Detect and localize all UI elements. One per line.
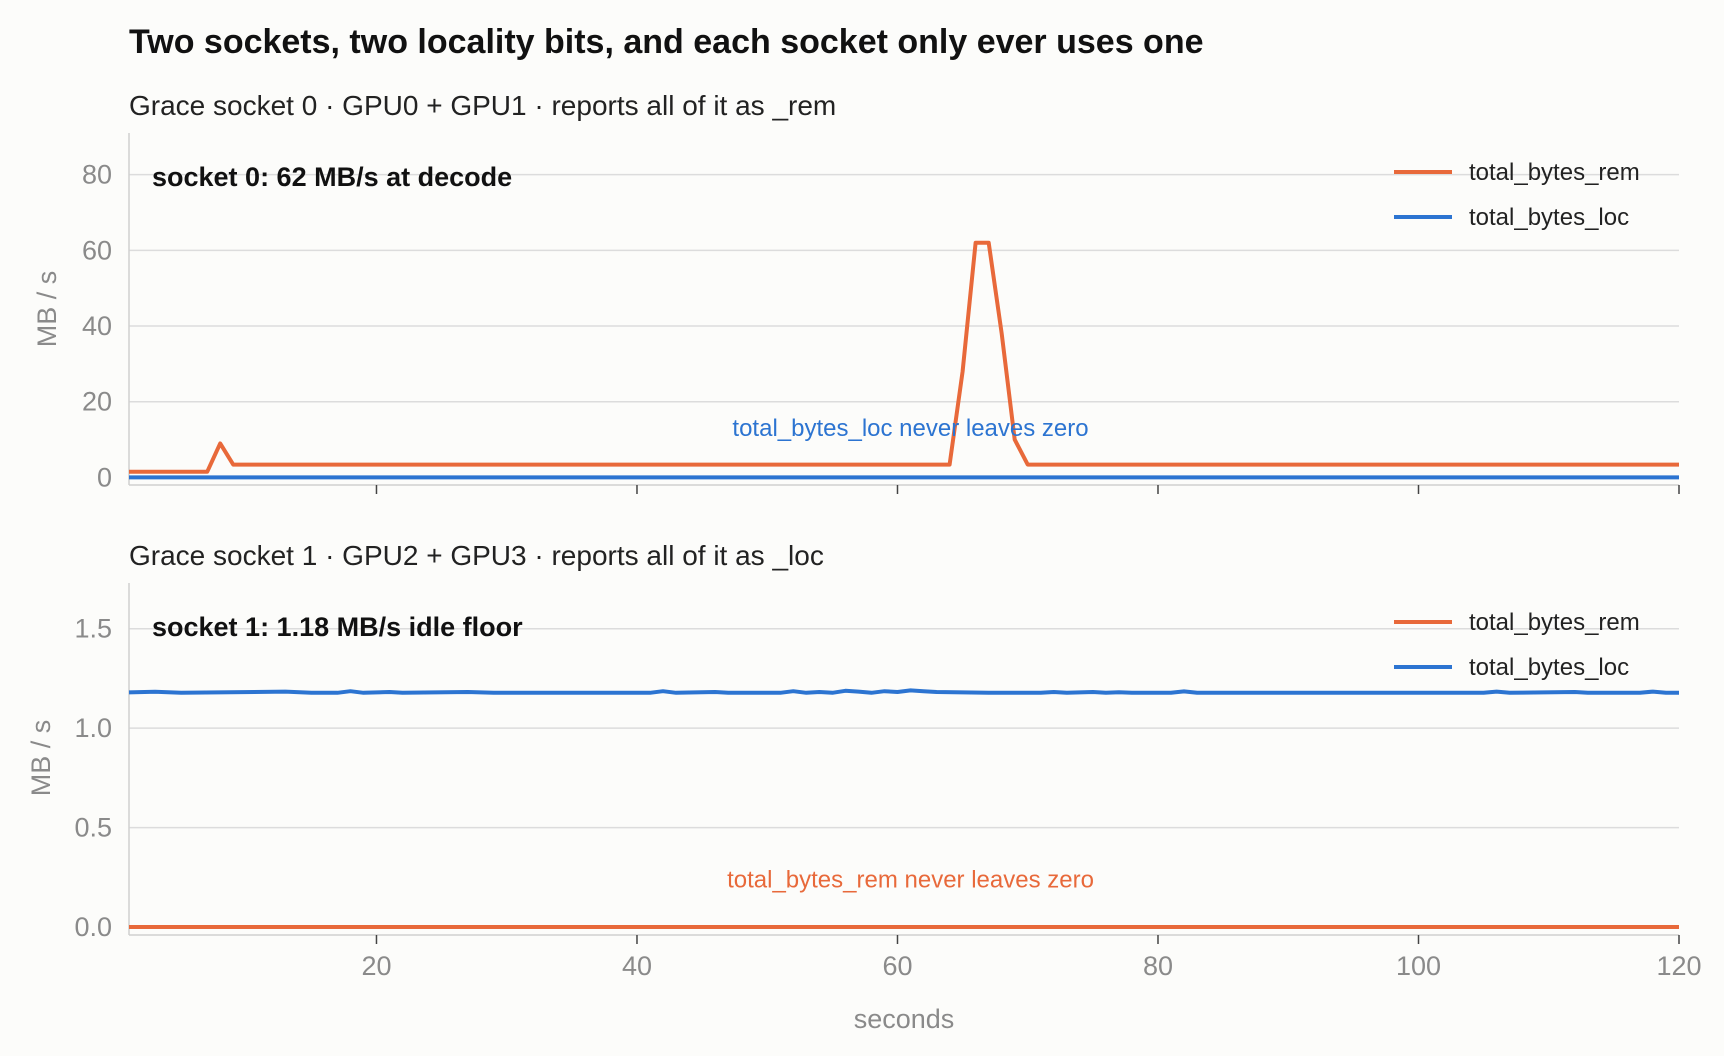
series-line-total-bytes-loc [128, 688, 1679, 695]
y-tick-label: 20 [82, 387, 112, 417]
y-tick-label: 0.5 [74, 813, 112, 843]
panel-subtitle: Grace socket 0 · GPU0 + GPU1 · reports a… [129, 90, 836, 121]
legend-label: total_bytes_rem [1469, 159, 1640, 186]
y-tick-label: 60 [82, 235, 112, 265]
x-tick-label: 20 [361, 951, 391, 981]
y-tick-label: 0.0 [74, 912, 112, 942]
y-axis-label: MB / s [32, 271, 62, 348]
panel-callout: socket 0: 62 MB/s at decode [152, 162, 512, 192]
legend-label: total_bytes_rem [1469, 609, 1640, 636]
y-tick-label: 1.5 [74, 614, 112, 644]
y-tick-label: 1.0 [74, 713, 112, 743]
panel-socket-1: Grace socket 1 · GPU2 + GPU3 · reports a… [26, 540, 1702, 981]
x-tick-label: 120 [1656, 951, 1701, 981]
x-tick-label: 100 [1396, 951, 1441, 981]
annotation-note: total_bytes_loc never leaves zero [732, 415, 1088, 442]
y-tick-label: 0 [97, 462, 112, 492]
legend-label: total_bytes_loc [1469, 654, 1629, 681]
legend-label: total_bytes_loc [1469, 204, 1629, 231]
x-tick-label: 40 [622, 951, 652, 981]
x-tick-label: 60 [882, 951, 912, 981]
y-axis-label: MB / s [26, 720, 56, 797]
y-tick-label: 40 [82, 311, 112, 341]
panel-callout: socket 1: 1.18 MB/s idle floor [152, 612, 523, 642]
figure-title: Two sockets, two locality bits, and each… [129, 23, 1204, 61]
x-tick-label: 80 [1143, 951, 1173, 981]
series-line-total-bytes-rem [129, 240, 1679, 474]
panel-subtitle: Grace socket 1 · GPU2 + GPU3 · reports a… [129, 540, 824, 571]
x-axis-label: seconds [854, 1004, 955, 1034]
annotation-note: total_bytes_rem never leaves zero [727, 866, 1094, 893]
panel-socket-0: Grace socket 0 · GPU0 + GPU1 · reports a… [32, 90, 1680, 494]
y-tick-label: 80 [82, 160, 112, 190]
